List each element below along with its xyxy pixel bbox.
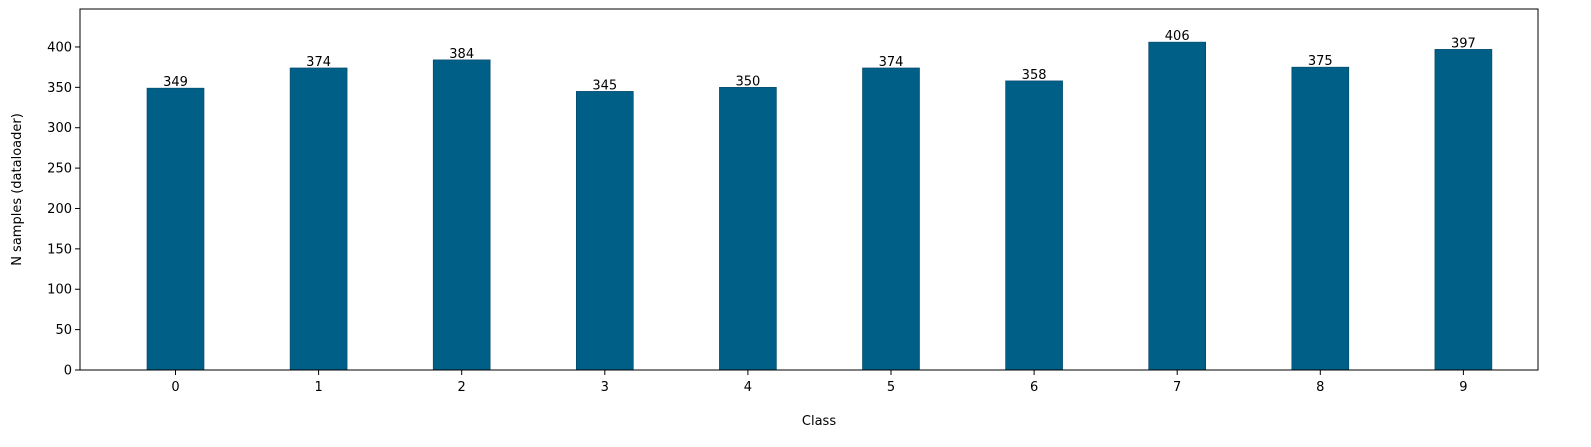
- x-tick-label: 9: [1459, 380, 1467, 395]
- plot-border: [79, 8, 1539, 371]
- x-tick-label: 8: [1316, 380, 1324, 395]
- y-tick-label: 400: [47, 40, 72, 55]
- bar-value-label: 345: [592, 78, 617, 93]
- x-tick-label: 0: [171, 380, 179, 395]
- bar-value-label: 358: [1022, 68, 1047, 83]
- y-tick-label: 250: [47, 162, 72, 177]
- bar: [719, 87, 777, 371]
- bar: [146, 87, 205, 371]
- x-tick-label: 3: [601, 380, 609, 395]
- y-tick-label: 50: [55, 323, 72, 338]
- x-axis: 0 1 2 3 4 5 6 7 8 9: [171, 370, 1468, 395]
- y-axis-title: N samples (dataloader): [10, 113, 25, 266]
- bar: [289, 67, 348, 371]
- y-tick-label: 150: [47, 242, 72, 257]
- x-tick-label: 4: [744, 380, 752, 395]
- x-tick-label: 1: [314, 380, 322, 395]
- x-tick-label: 2: [458, 380, 466, 395]
- bar-value-label: 374: [879, 55, 904, 70]
- y-tick-label: 0: [64, 364, 72, 379]
- x-tick-label: 7: [1173, 380, 1181, 395]
- bar: [575, 91, 634, 371]
- bar: [1005, 80, 1063, 371]
- bar-value-label: 374: [306, 55, 331, 70]
- bar: [862, 67, 920, 371]
- y-tick-label: 100: [47, 283, 72, 298]
- bar-labels: 349 374 384 345 350 374 358 406 375 397: [163, 29, 1476, 93]
- x-tick-label: 6: [1030, 380, 1038, 395]
- bar-value-label: 406: [1165, 29, 1190, 44]
- y-tick-label: 350: [47, 81, 72, 96]
- x-axis-title: Class: [802, 414, 836, 429]
- y-axis: 0 50 100 150 200 250 300 350 400: [47, 40, 80, 379]
- bars: [146, 41, 1493, 371]
- bar-value-label: 349: [163, 75, 188, 90]
- y-tick-label: 300: [47, 121, 72, 136]
- bar: [432, 59, 491, 371]
- bar-value-label: 397: [1451, 36, 1476, 51]
- bar: [1148, 41, 1206, 371]
- bar-value-label: 350: [735, 74, 760, 89]
- bar-value-label: 375: [1308, 54, 1333, 69]
- bar: [1291, 66, 1350, 371]
- x-tick-label: 5: [887, 380, 895, 395]
- bar-value-label: 384: [449, 47, 474, 62]
- bar: [1434, 49, 1493, 371]
- y-tick-label: 200: [47, 202, 72, 217]
